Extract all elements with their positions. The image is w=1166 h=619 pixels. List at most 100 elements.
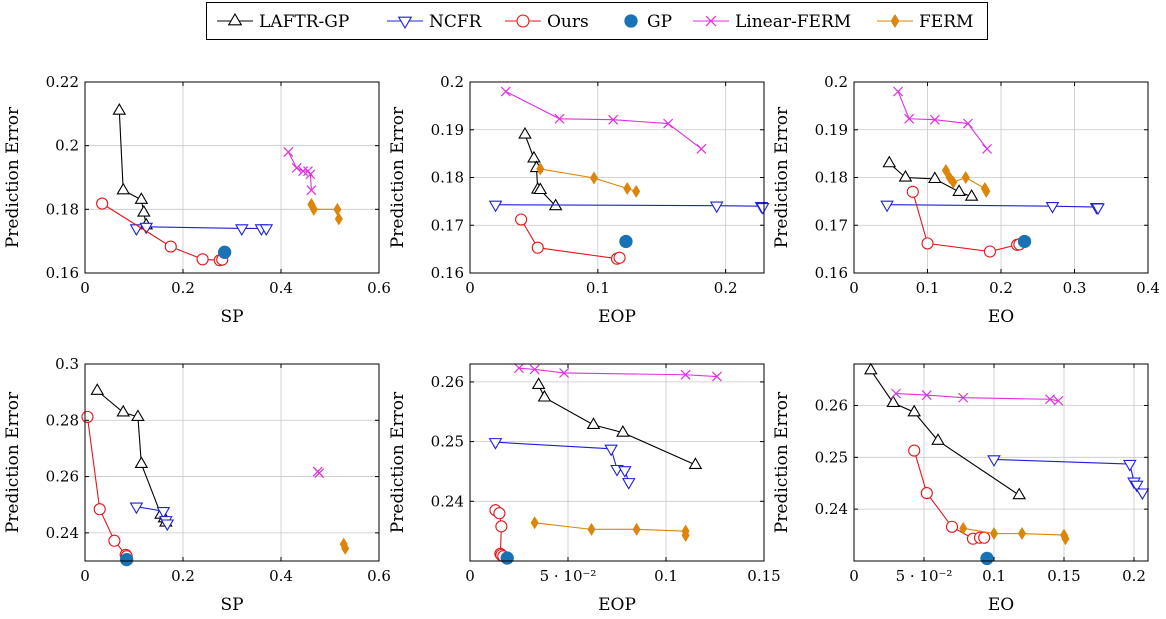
x-tick-label: 0.15 [747,567,780,585]
x-tick-label: 5 · 10⁻² [896,567,953,585]
x-axis: 0 0.2 0.4 0.6 [80,364,391,585]
y-tick-label: 0.16 [431,264,464,282]
y-tick-label: 0.17 [815,216,848,234]
legend-entry-ours: Ours [505,12,589,32]
y-axis-label: Prediction Error [3,106,23,248]
data-point-gp [120,552,134,567]
data-point-linear-ferm [514,363,524,374]
data-point-ncfr [1091,203,1105,216]
series-ours [515,213,626,265]
legend-label: LAFTR-GP [259,12,349,32]
series-gp [1017,234,1032,249]
data-point-linear-ferm [306,185,317,196]
data-point-ours [515,213,528,226]
data-point-ncfr [1135,488,1150,501]
legend-entry-gp: GP [624,12,672,32]
data-point-laftr-gp [616,425,630,437]
chart-panel-6: 0 5 · 10⁻² 0.1 0.15 0.2 0.24 0.25 0.26 EO Predict… [772,362,1150,615]
data-point-ncfr [234,224,249,237]
data-point-linear-ferm [314,468,325,479]
series-ours [96,197,229,267]
data-point-ferm [536,162,545,176]
series-line-ncfr [495,204,764,208]
series-laftr-gp [531,377,703,470]
data-point-linear-ferm [283,147,294,158]
data-point-laftr-gp [886,395,901,408]
legend-marker-icon [890,14,900,28]
data-point-linear-ferm [696,143,707,154]
legend-label: Ours [547,12,589,32]
series-line-ours [86,416,128,557]
series-line-linear-ferm [897,91,988,150]
y-axis-label: Prediction Error [772,391,792,533]
data-point-ferm [1017,527,1027,541]
data-point-laftr-gp [952,184,966,196]
data-point-ferm [333,202,342,216]
x-tick-label: 0 [80,279,90,297]
data-point-ferm [1061,532,1070,546]
axis-frame [84,81,380,274]
data-point-ours [613,251,626,264]
data-point-ncfr [604,444,618,457]
grid [84,81,380,274]
x-tick-label: 0.1 [654,567,678,585]
data-point-ncfr [621,478,636,490]
data-point-ncfr [488,200,503,213]
data-point-ncfr [1129,480,1144,493]
data-point-linear-ferm [711,371,722,382]
data-point-laftr-gp [531,377,546,390]
grid [84,363,380,561]
data-point-linear-ferm [554,113,565,124]
series-gp [218,245,232,259]
x-tick-label: 0.2 [171,567,195,585]
data-point-laftr-gp [116,404,131,417]
series-line-ferm [534,522,687,536]
data-point-laftr-gp [688,457,703,470]
data-point-ferm [587,522,596,536]
data-point-laftr-gp [964,189,979,201]
y-axis-label: Prediction Error [3,391,23,533]
series-laftr-gp [112,103,154,230]
data-point-ncfr [987,455,1001,467]
series-ours [908,444,991,545]
series-ferm [941,163,991,198]
y-tick-label: 0.18 [815,169,848,187]
data-point-ncfr [618,466,632,478]
legend: LAFTR-GP NCFR Ours GP Linear-FERM FERM [206,2,988,40]
y-tick-label: 0.25 [431,433,464,451]
data-point-laftr-gp [931,433,945,445]
data-point-linear-ferm [663,118,674,129]
series-laftr-gp [882,155,979,201]
x-tick-label: 0.2 [714,279,738,297]
y-tick-label: 0.17 [431,216,464,234]
x-axis-label: EO [988,307,1014,327]
grid [469,364,765,561]
y-axis: 0.16 0.17 0.18 0.19 0.2 [431,73,764,282]
data-point-ncfr [160,519,175,532]
y-tick-label: 0.26 [431,373,464,391]
axis-frame [853,363,1149,562]
data-point-laftr-gp [882,155,897,168]
data-point-linear-ferm [500,86,511,97]
data-point-linear-ferm [958,392,969,403]
data-point-ncfr [129,224,144,237]
x-tick-label: 0.1 [982,567,1006,585]
x-tick-label: 0.1 [586,279,610,297]
x-tick-label: 0.2 [989,279,1013,297]
data-point-laftr-gp [131,409,145,422]
series-gp [619,234,633,249]
data-point-ours [196,253,209,266]
data-point-ours [96,197,109,210]
y-axis: 0.24 0.26 0.28 0.3 [46,355,379,542]
series-group [488,86,770,265]
grid [469,81,764,274]
y-tick-label: 0.19 [815,121,848,139]
y-tick-label: 0.18 [431,169,464,187]
legend-label: Linear-FERM [735,12,851,32]
series-group [488,363,722,565]
grid [853,81,1149,274]
data-point-ours [493,507,506,520]
data-point-laftr-gp [134,456,149,469]
y-tick-label: 0.25 [815,448,848,466]
x-tick-label: 0.6 [367,567,391,585]
